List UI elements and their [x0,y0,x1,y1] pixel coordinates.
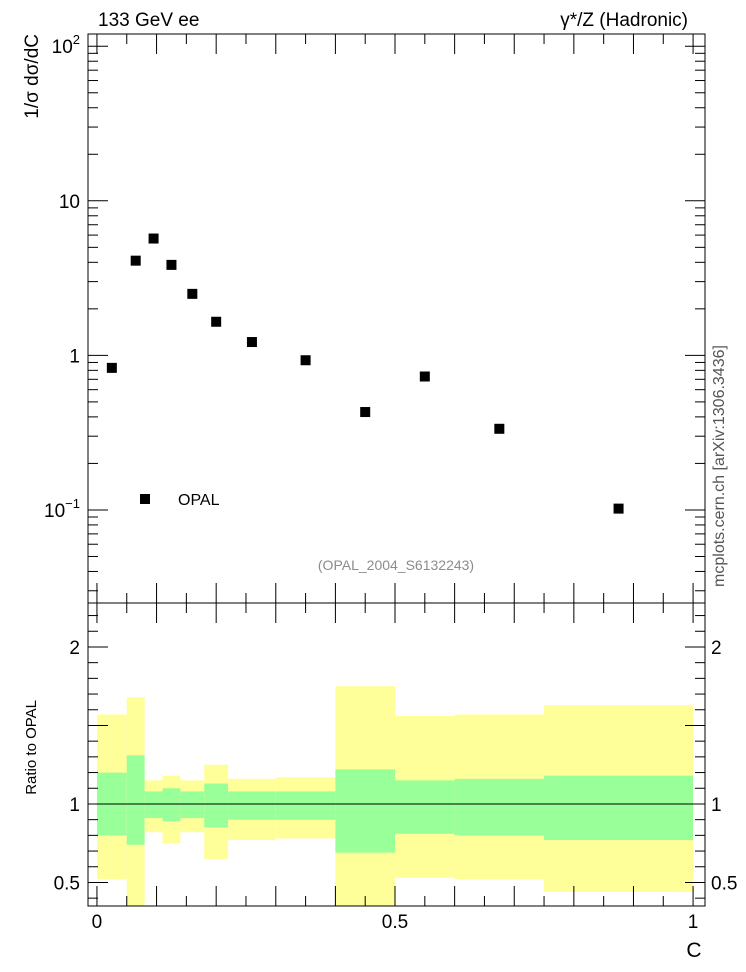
ratio-y-tick-label-right: 2 [711,638,722,659]
x-tick-label: 0.5 [382,912,408,933]
ratio-panel: 0.5 0.5 1 1 2 2 0 0.5 1 Ratio to OPAL C [23,602,737,962]
x-axis-label: C [686,939,701,962]
main-panel: 10−1 1 10 102 1/σ dσ/dC (OPAL_2004_S6132243… [22,32,706,604]
ratio-frame [87,602,706,907]
data-point [360,407,371,418]
ratio-ticks: 0.5 0.5 1 1 2 2 0 0.5 1 [54,603,737,933]
data-point [613,503,624,514]
inner-band [544,775,694,841]
x-tick-label: 0 [92,912,103,933]
legend-marker [140,494,150,504]
legend-label-opal: OPAL [178,492,220,509]
inner-band [126,755,145,845]
inner-band [180,791,205,819]
ratio-y-tick-label-right: 1 [711,795,722,816]
y-tick-label: 102 [52,32,80,58]
ratio-y-tick-label: 1 [69,795,80,816]
ratio-y-tick-label: 2 [69,638,80,659]
data-point [130,255,141,266]
data-point [246,337,257,348]
inner-band [335,769,396,853]
process-label: γ*/Z (Hadronic) [560,10,688,31]
analysis-reference: (OPAL_2004_S6132243) [318,557,474,573]
y-tick-label: 10−1 [44,496,80,522]
data-point [166,259,177,270]
y-tick-label: 1 [69,346,80,367]
inner-band [454,778,545,836]
data-point [419,371,430,382]
inner-band [204,783,229,828]
x-tick-label: 1 [688,912,699,933]
data-point [187,288,198,299]
data-point [148,233,159,244]
inner-band [395,780,455,834]
y-tick-label: 10 [59,192,80,213]
ratio-y-tick-label-right: 0.5 [711,873,737,894]
ratio-axis-label: Ratio to OPAL [23,700,40,795]
inner-band [162,788,181,822]
ratio-bands [96,686,694,906]
main-marks [106,233,624,514]
y-axis-label: 1/σ dσ/dC [22,34,43,119]
energy-label: 133 GeV ee [98,10,199,31]
data-point [106,362,117,373]
watermark-text: mcplots.cern.ch [arXiv:1306.3436] [711,345,728,587]
ratio-y-tick-label: 0.5 [54,873,80,894]
main-frame [87,33,706,604]
main-ticks: 10−1 1 10 102 [44,32,705,603]
inner-band [144,791,163,819]
data-point [211,316,222,327]
data-point [494,423,505,434]
inner-band [228,791,276,820]
data-point [300,355,311,366]
inner-band [275,791,336,820]
